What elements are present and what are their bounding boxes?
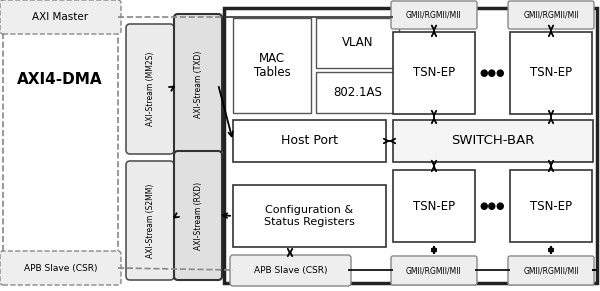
FancyBboxPatch shape	[126, 161, 174, 280]
FancyBboxPatch shape	[510, 170, 592, 242]
FancyBboxPatch shape	[174, 14, 222, 154]
FancyBboxPatch shape	[233, 185, 386, 247]
Text: Host Port: Host Port	[281, 134, 338, 148]
Text: AXI-Stream (MM2S): AXI-Stream (MM2S)	[146, 52, 155, 126]
Text: GMII/RGMII/MII: GMII/RGMII/MII	[523, 266, 579, 275]
Text: AXI4-DMA: AXI4-DMA	[17, 72, 103, 88]
Text: AXI Master: AXI Master	[32, 12, 89, 22]
FancyBboxPatch shape	[230, 255, 351, 286]
Text: TSN-EP: TSN-EP	[530, 200, 572, 212]
FancyBboxPatch shape	[391, 1, 477, 29]
Text: 802.1AS: 802.1AS	[333, 86, 382, 99]
FancyBboxPatch shape	[3, 3, 118, 282]
Text: Configuration &
Status Registers: Configuration & Status Registers	[264, 205, 355, 227]
FancyBboxPatch shape	[393, 120, 593, 162]
Text: GMII/RGMII/MII: GMII/RGMII/MII	[406, 10, 462, 19]
FancyBboxPatch shape	[233, 120, 386, 162]
Text: AXI-Stream (TXD): AXI-Stream (TXD)	[193, 50, 203, 118]
Text: APB Slave (CSR): APB Slave (CSR)	[24, 263, 97, 272]
Text: ●●●: ●●●	[480, 201, 505, 211]
Text: TSN-EP: TSN-EP	[413, 200, 455, 212]
FancyBboxPatch shape	[233, 18, 311, 113]
FancyBboxPatch shape	[0, 0, 121, 34]
Text: GMII/RGMII/MII: GMII/RGMII/MII	[523, 10, 579, 19]
FancyBboxPatch shape	[508, 1, 594, 29]
FancyBboxPatch shape	[508, 256, 594, 285]
Text: SWITCH-BAR: SWITCH-BAR	[451, 134, 535, 148]
FancyBboxPatch shape	[316, 18, 399, 68]
FancyBboxPatch shape	[510, 32, 592, 114]
FancyBboxPatch shape	[391, 256, 477, 285]
Text: AXI-Stream (S2MM): AXI-Stream (S2MM)	[146, 183, 155, 258]
FancyBboxPatch shape	[174, 151, 222, 280]
Text: AXI-Stream (RXD): AXI-Stream (RXD)	[193, 181, 203, 250]
Text: ●●●: ●●●	[480, 68, 505, 78]
FancyBboxPatch shape	[224, 8, 597, 283]
Text: VLAN: VLAN	[342, 36, 373, 49]
Text: APB Slave (CSR): APB Slave (CSR)	[254, 266, 327, 275]
Text: MAC
Tables: MAC Tables	[254, 52, 290, 79]
FancyBboxPatch shape	[316, 72, 399, 113]
Text: TSN-EP: TSN-EP	[530, 67, 572, 79]
Text: TSN-EP: TSN-EP	[413, 67, 455, 79]
FancyBboxPatch shape	[126, 24, 174, 154]
FancyBboxPatch shape	[0, 251, 121, 285]
FancyBboxPatch shape	[393, 170, 475, 242]
FancyBboxPatch shape	[393, 32, 475, 114]
Text: GMII/RGMII/MII: GMII/RGMII/MII	[406, 266, 462, 275]
